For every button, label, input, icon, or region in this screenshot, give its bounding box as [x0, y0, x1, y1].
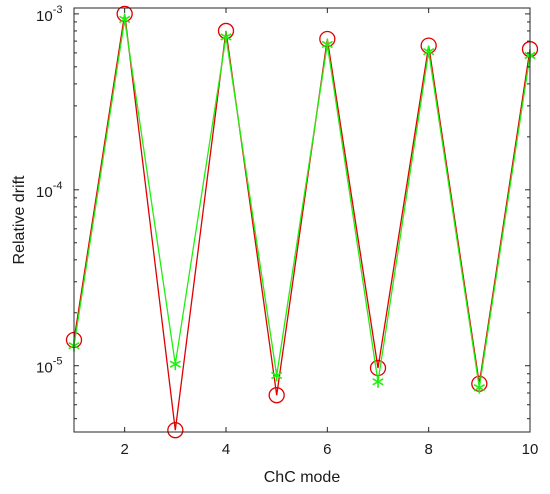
plot-frame [73, 7, 531, 433]
series-2-line [73, 19, 531, 388]
circle-marker [268, 387, 285, 404]
y-tick-label: 10-3 [36, 4, 62, 25]
x-tick-label: 6 [323, 441, 331, 458]
asterisk-marker [220, 30, 232, 43]
x-tick-label: 4 [222, 441, 230, 458]
x-tick-label: 10 [522, 441, 539, 458]
asterisk-marker [119, 13, 131, 26]
asterisk-marker [423, 45, 435, 58]
asterisk-marker [271, 369, 283, 382]
circle-marker [167, 422, 184, 439]
y-tick-label: 10-5 [36, 356, 62, 377]
y-axis-label: Relative drift [11, 175, 28, 264]
x-tick-label: 8 [424, 441, 432, 458]
tick-layer: 2 4 6 8 10 10-5 10-4 10-3 [36, 4, 538, 458]
asterisk-marker [321, 38, 333, 51]
asterisk-marker [372, 375, 384, 388]
circle-marker [369, 359, 387, 377]
y-tick-label: 10-4 [36, 180, 62, 201]
x-tick-label: 2 [120, 441, 128, 458]
asterisk-marker [473, 381, 485, 394]
asterisk-marker [169, 358, 181, 371]
series-1-line [73, 13, 531, 431]
x-axis-label: ChC mode [264, 469, 341, 486]
